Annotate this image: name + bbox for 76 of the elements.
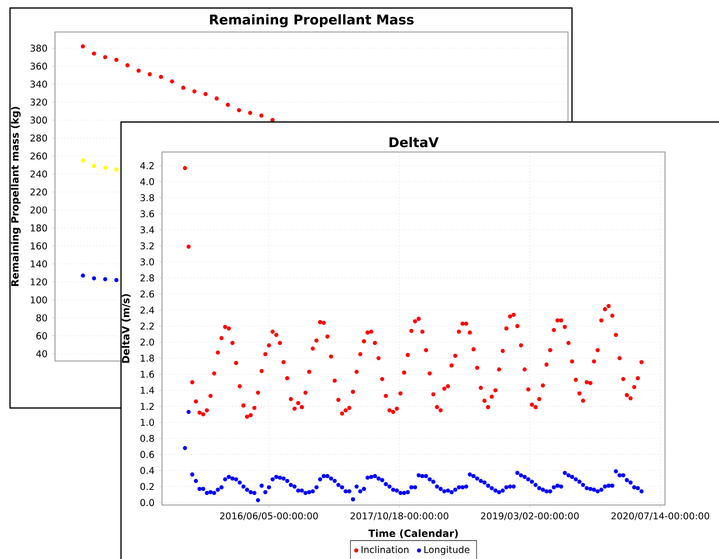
point — [226, 102, 230, 107]
y-tick-label: 2.6 — [140, 290, 154, 298]
y-tick-label: 0.2 — [140, 483, 154, 490]
point — [92, 51, 96, 56]
point — [80, 44, 85, 48]
point — [259, 114, 264, 118]
y-tick-label: 3.0 — [140, 258, 154, 266]
y-tick-label: 160 — [30, 242, 47, 250]
y-tick-label: 80 — [36, 314, 47, 322]
point — [170, 79, 174, 84]
y-axis-title: Remaining Propellant mass (kg) — [10, 106, 21, 286]
y-tick-label: 340 — [30, 80, 47, 88]
y-tick-label: 2.2 — [140, 322, 154, 330]
y-tick-label: 0.6 — [140, 450, 154, 458]
y-tick-label: 0.8 — [140, 434, 154, 442]
point — [114, 167, 118, 172]
x-tick-label: 2019/03/02-00:00:00 — [481, 512, 579, 520]
point — [136, 68, 141, 73]
chart-title: Remaining Propellant Mass — [210, 14, 414, 28]
y-tick-label: 1.8 — [140, 354, 154, 362]
y-tick-label: 300 — [30, 116, 47, 124]
chart-title: DeltaV — [390, 136, 439, 148]
x-tick-label: 2020/07/14-00:00:00 — [611, 512, 710, 520]
point — [125, 63, 130, 68]
point — [192, 89, 196, 94]
point — [248, 110, 252, 115]
x-axis-title: Time (Calendar) — [368, 529, 458, 538]
y-tick-label: 1.4 — [140, 386, 154, 394]
point — [103, 277, 108, 282]
point — [114, 58, 118, 62]
y-tick-label: 180 — [30, 224, 47, 232]
point — [214, 96, 219, 101]
y-tick-label: 40 — [36, 350, 47, 358]
y-tick-label: 3.2 — [140, 242, 154, 250]
y-tick-label: 2.0 — [140, 338, 154, 346]
y-tick-label: 1.6 — [140, 370, 154, 378]
y-tick-label: 4.0 — [140, 178, 154, 186]
y-tick-label: 1.2 — [140, 402, 154, 410]
point — [181, 86, 186, 90]
y-tick-label: 240 — [30, 170, 47, 178]
y-tick-label: 140 — [30, 260, 47, 268]
y-tick-label: 380 — [30, 44, 47, 52]
y-tick-label: 120 — [30, 278, 47, 286]
point — [203, 92, 208, 96]
point — [103, 166, 108, 170]
y-tick-label: 100 — [30, 296, 47, 304]
point — [92, 164, 96, 168]
legend-label: Inclination — [362, 546, 408, 554]
y-tick-label: 60 — [36, 332, 47, 340]
point — [236, 108, 242, 112]
x-tick-label: 2017/10/18-00:00:00 — [350, 512, 448, 520]
point — [92, 276, 96, 280]
point — [80, 274, 85, 278]
y-tick-label: 1.0 — [140, 418, 154, 426]
point — [114, 278, 118, 282]
y-tick-label: 280 — [30, 134, 47, 142]
y-tick-label: 2.4 — [140, 306, 154, 314]
x-tick-label: 2016/06/05-00:00:00 — [220, 512, 318, 520]
legend-label: Longitude — [424, 546, 470, 555]
y-tick-label: 220 — [30, 188, 47, 196]
point — [80, 158, 85, 163]
y-tick-label: 360 — [30, 62, 47, 70]
y-tick-label: 260 — [30, 152, 47, 160]
y-tick-label: 0.4 — [140, 466, 154, 474]
y-tick-label: 0.0 — [140, 499, 154, 506]
point — [103, 55, 108, 60]
point — [158, 74, 164, 79]
y-tick-label: 320 — [30, 98, 47, 106]
y-tick-label: 3.6 — [140, 210, 154, 218]
y-tick-label: 200 — [30, 206, 47, 214]
y-tick-label: 3.4 — [140, 226, 154, 234]
y-axis-title: DeltaV (m/s) — [122, 294, 131, 363]
point — [148, 72, 152, 76]
y-tick-label: 3.8 — [140, 194, 154, 202]
y-tick-label: 4.2 — [140, 162, 154, 170]
y-tick-label: 2.8 — [140, 274, 154, 282]
